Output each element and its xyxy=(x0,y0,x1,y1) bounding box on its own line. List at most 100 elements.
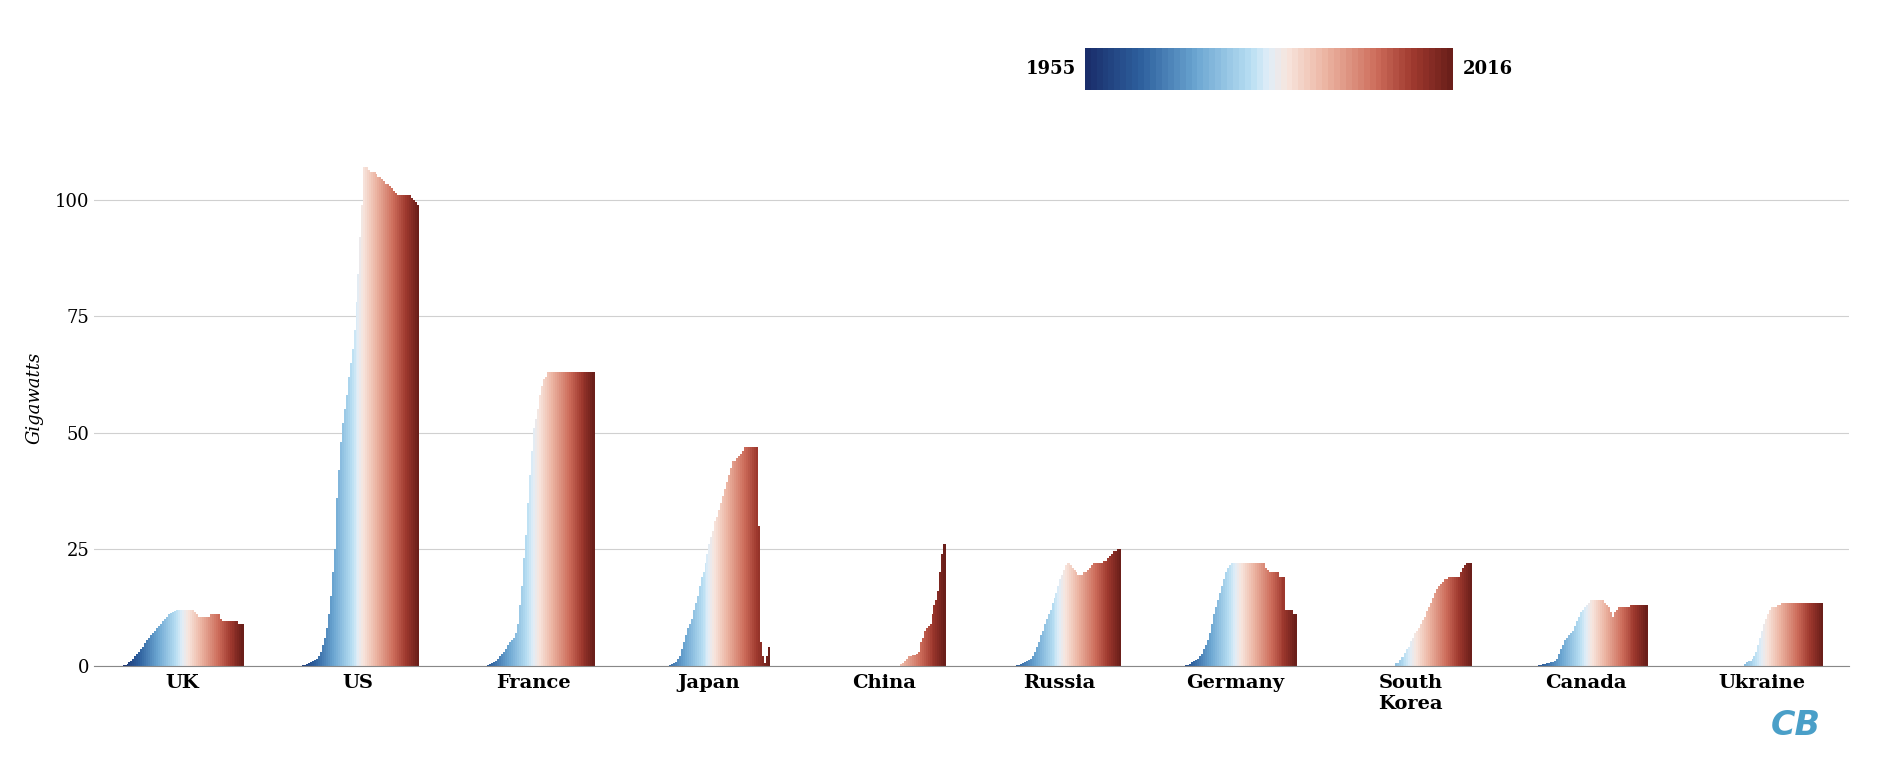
Bar xyxy=(1404,653,1406,666)
Bar xyxy=(1206,645,1208,666)
Bar xyxy=(1751,659,1753,666)
Bar xyxy=(1779,605,1781,666)
Bar xyxy=(683,643,685,666)
Bar xyxy=(130,661,132,666)
Bar xyxy=(740,454,742,666)
Bar xyxy=(708,545,711,666)
Bar xyxy=(1174,47,1179,90)
Bar xyxy=(1815,603,1817,666)
Bar xyxy=(745,447,749,666)
Bar xyxy=(304,665,306,666)
Bar xyxy=(1370,47,1376,90)
Bar xyxy=(1410,641,1413,666)
Bar xyxy=(179,610,183,666)
Bar xyxy=(228,621,230,666)
Bar xyxy=(1447,577,1451,666)
Bar xyxy=(700,577,702,666)
Bar xyxy=(330,596,332,666)
Bar xyxy=(1774,607,1776,666)
Bar xyxy=(698,587,700,666)
Bar xyxy=(1787,603,1789,666)
Bar xyxy=(1251,563,1253,666)
Bar xyxy=(1247,563,1249,666)
Bar xyxy=(1236,563,1240,666)
Bar xyxy=(370,172,372,666)
Bar xyxy=(204,617,206,666)
Bar xyxy=(689,623,691,666)
Bar xyxy=(1408,647,1411,666)
Bar xyxy=(1387,47,1394,90)
Bar xyxy=(691,619,693,666)
Bar xyxy=(1576,621,1578,666)
Bar xyxy=(726,482,728,666)
Bar xyxy=(353,330,357,666)
Bar xyxy=(1394,662,1396,666)
Bar xyxy=(702,572,704,666)
Bar xyxy=(349,363,351,666)
Bar xyxy=(1251,47,1257,90)
Bar xyxy=(723,496,725,666)
Bar xyxy=(1540,665,1542,666)
Bar xyxy=(1791,603,1793,666)
Bar xyxy=(1645,605,1647,666)
Bar xyxy=(760,643,762,666)
Bar xyxy=(232,621,234,666)
Bar xyxy=(240,623,242,666)
Bar xyxy=(1819,603,1821,666)
Bar xyxy=(1570,633,1572,666)
Bar xyxy=(540,396,542,666)
Bar xyxy=(706,554,710,666)
Bar xyxy=(379,177,381,666)
Bar xyxy=(589,373,591,666)
Bar xyxy=(1264,568,1266,666)
Bar xyxy=(1611,617,1613,666)
Bar xyxy=(1028,660,1030,666)
Bar xyxy=(1759,637,1762,666)
Bar xyxy=(1189,664,1191,666)
Bar xyxy=(564,373,566,666)
Bar xyxy=(1211,623,1213,666)
Bar xyxy=(549,373,551,666)
Bar xyxy=(538,409,540,666)
Bar xyxy=(685,635,687,666)
Bar xyxy=(1381,47,1389,90)
Bar xyxy=(326,628,328,666)
Bar xyxy=(208,617,209,666)
Bar xyxy=(1257,47,1264,90)
Bar xyxy=(719,509,721,666)
Y-axis label: Gigawatts: Gigawatts xyxy=(26,352,43,444)
Bar xyxy=(1227,568,1228,666)
Bar xyxy=(1795,603,1796,666)
Bar xyxy=(942,554,944,666)
Bar xyxy=(334,549,336,666)
Bar xyxy=(1817,603,1819,666)
Bar xyxy=(209,614,211,666)
Bar xyxy=(406,195,408,666)
Bar xyxy=(1096,563,1100,666)
Bar xyxy=(1193,662,1196,666)
Bar xyxy=(170,613,172,666)
Bar xyxy=(362,204,364,666)
Bar xyxy=(1568,635,1570,666)
Bar xyxy=(766,656,768,666)
Bar xyxy=(1272,572,1276,666)
Bar xyxy=(734,461,736,666)
Bar xyxy=(1800,603,1804,666)
Bar xyxy=(308,663,309,666)
Bar xyxy=(1323,47,1328,90)
Bar xyxy=(1564,640,1566,666)
Bar xyxy=(1600,601,1602,666)
Bar xyxy=(1089,568,1091,666)
Bar xyxy=(1396,662,1398,666)
Bar xyxy=(1581,610,1585,666)
Bar xyxy=(1255,563,1257,666)
Bar xyxy=(1440,584,1442,666)
Bar xyxy=(908,656,910,666)
Bar xyxy=(357,275,360,666)
Bar xyxy=(1076,572,1077,666)
Bar xyxy=(1562,645,1564,666)
Bar xyxy=(1442,47,1447,90)
Bar xyxy=(542,386,543,666)
Bar xyxy=(1294,614,1296,666)
Bar xyxy=(1547,662,1551,666)
